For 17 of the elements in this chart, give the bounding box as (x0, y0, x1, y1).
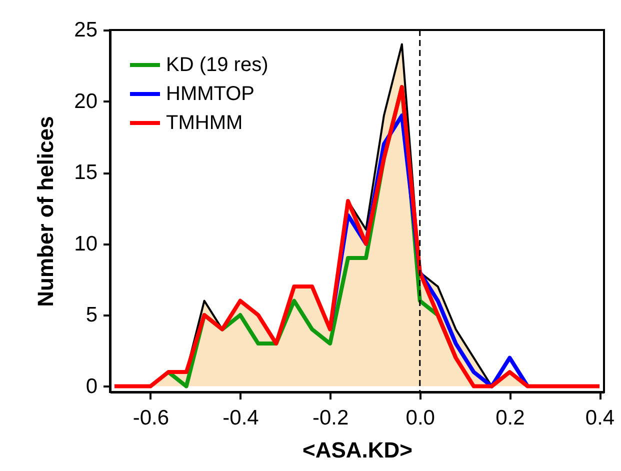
y-tick-label: 5 (86, 304, 98, 327)
x-tick-label: -0.4 (222, 406, 260, 430)
legend-label: HMMTOP (166, 83, 255, 105)
x-tick-label: -0.6 (132, 406, 170, 430)
legend-label: KD (19 res) (166, 54, 268, 76)
x-tick-label: -0.2 (312, 406, 349, 430)
y-tick-label: 25 (74, 18, 98, 42)
y-axis-title: Number of helices (33, 116, 58, 307)
x-axis-title: <ASA.KD> (302, 438, 413, 462)
y-tick-label: 0 (86, 374, 98, 398)
x-tick-label: 0.4 (585, 406, 615, 430)
y-tick-label: 10 (74, 232, 98, 256)
y-tick-label: 15 (74, 161, 98, 184)
legend-label: TMHMM (166, 112, 243, 134)
y-tick-label: 20 (74, 90, 98, 113)
x-tick-label: 0.0 (406, 406, 435, 430)
x-tick-label: 0.2 (496, 406, 525, 430)
